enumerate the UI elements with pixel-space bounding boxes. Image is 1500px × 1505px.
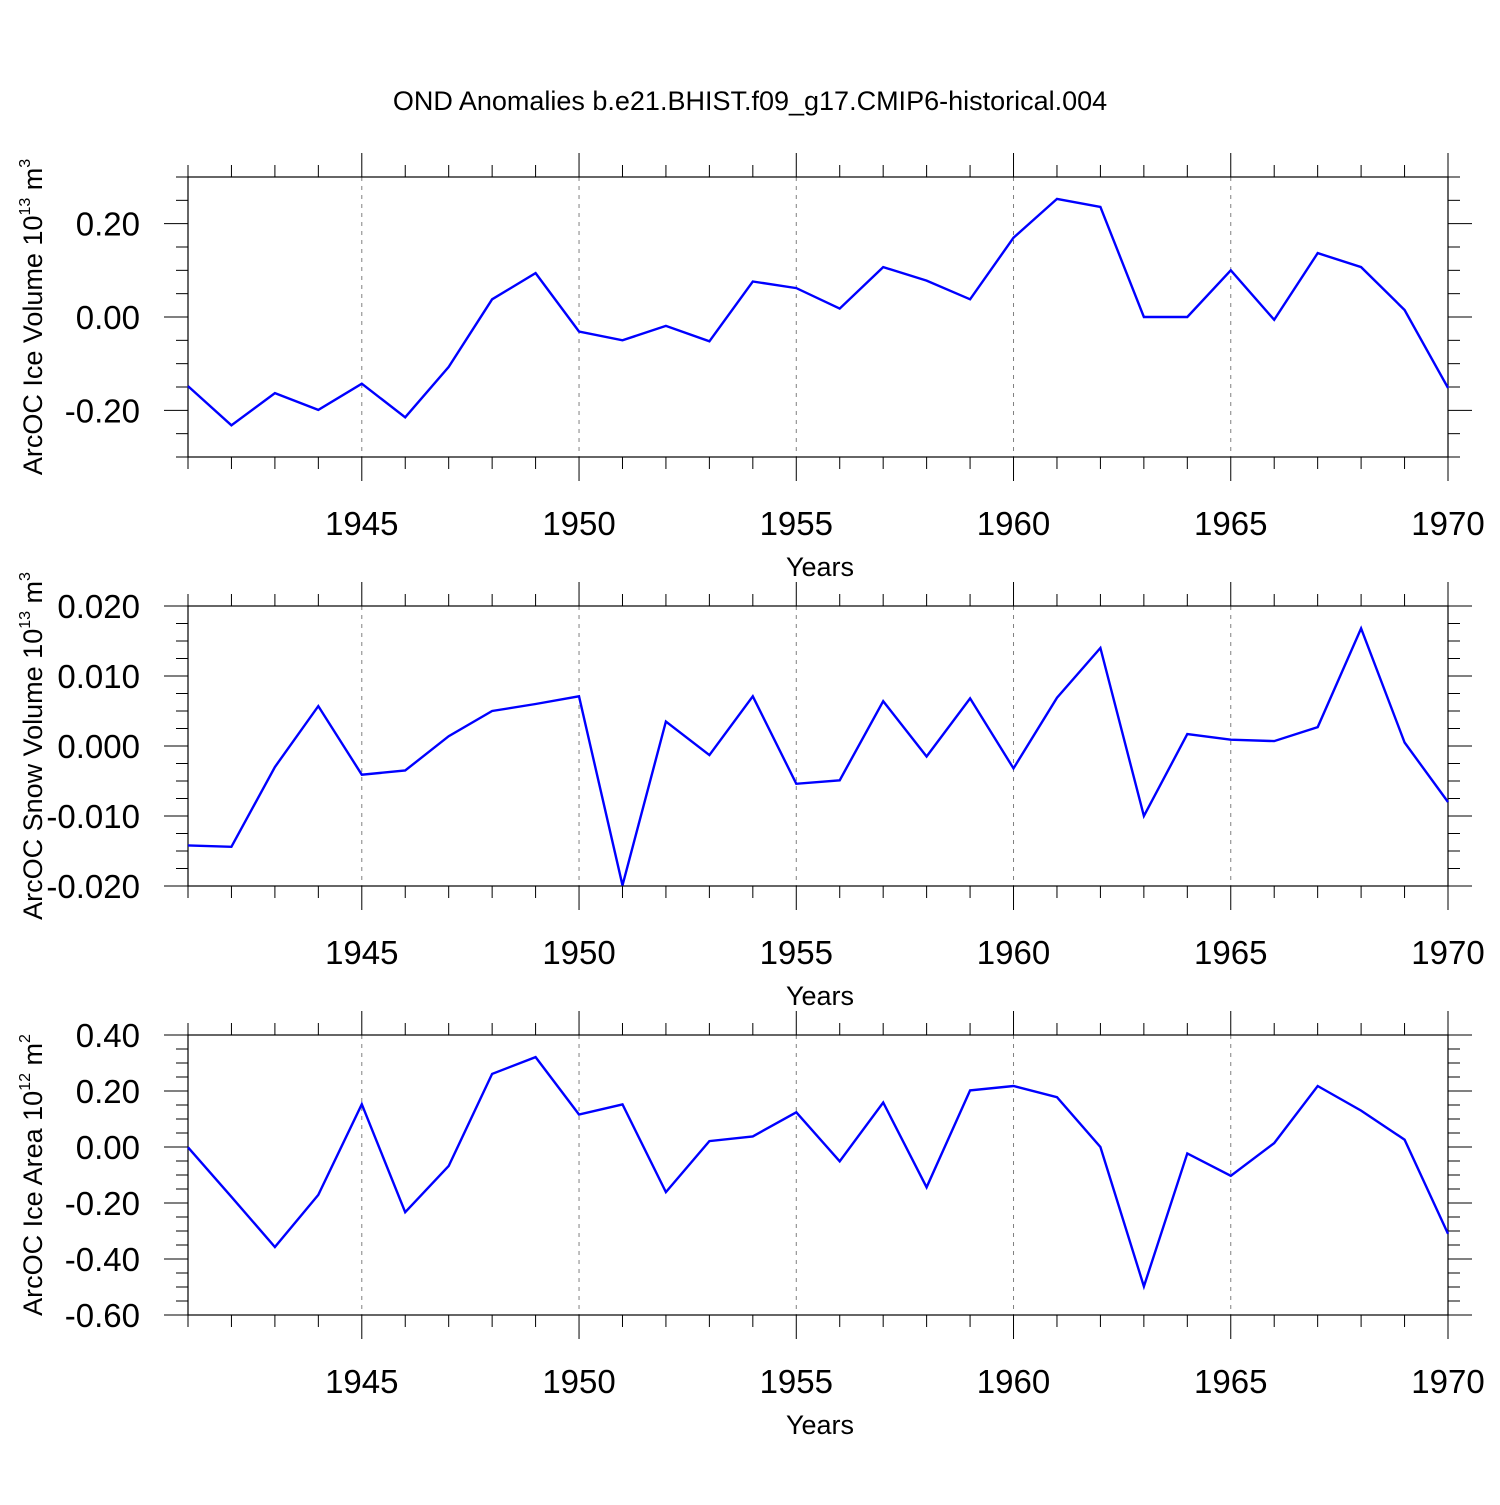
y-axis-label: ArcOC Ice Volume 1013 m3 xyxy=(17,159,48,475)
y-axis-label-exponent: 13 xyxy=(17,198,34,216)
y-axis-label-unit: m xyxy=(18,581,48,611)
y-tick-label: 0.000 xyxy=(57,728,140,765)
x-tick-label: 1945 xyxy=(325,934,398,971)
series-line xyxy=(188,199,1448,425)
series-line xyxy=(188,1057,1448,1286)
x-tick-label: 1955 xyxy=(760,1363,833,1400)
x-tick-label: 1950 xyxy=(542,934,615,971)
x-tick-label: 1960 xyxy=(977,934,1050,971)
x-tick-label: 1960 xyxy=(977,1363,1050,1400)
y-axis-label-text: ArcOC Ice Volume 10 xyxy=(18,216,48,476)
x-tick-label: 1955 xyxy=(760,505,833,542)
y-tick-label: 0.20 xyxy=(76,1073,140,1110)
x-tick-label: 1970 xyxy=(1411,1363,1484,1400)
x-tick-label: 1945 xyxy=(325,505,398,542)
y-tick-label: 0.00 xyxy=(76,299,140,336)
y-axis-label-text: ArcOC Snow Volume 10 xyxy=(18,629,48,920)
plot-frame xyxy=(188,1035,1448,1315)
y-tick-label: -0.20 xyxy=(65,392,140,429)
y-axis-label: ArcOC Ice Area 1012 m2 xyxy=(17,1034,48,1316)
x-tick-label: 1960 xyxy=(977,505,1050,542)
y-tick-label: -0.40 xyxy=(65,1241,140,1278)
y-tick-label: 0.010 xyxy=(57,658,140,695)
y-axis-label-exponent: 13 xyxy=(17,611,34,629)
y-axis-label-unit-exponent: 2 xyxy=(17,1034,34,1043)
chart-panel-2: 1945 1950 1955 1960 1965 1970 -0.020 -0.010 0.00… xyxy=(17,572,1485,1011)
x-tick-label: 1950 xyxy=(542,1363,615,1400)
y-axis-label: ArcOC Snow Volume 1013 m3 xyxy=(17,572,48,920)
y-tick-label: -0.60 xyxy=(65,1297,140,1334)
y-tick-label: 0.20 xyxy=(76,206,140,243)
x-tick-label: 1965 xyxy=(1194,505,1267,542)
figure-title: OND Anomalies b.e21.BHIST.f09_g17.CMIP6-… xyxy=(393,86,1107,116)
y-axis-label-unit-exponent: 3 xyxy=(17,572,34,581)
x-axis-label: Years xyxy=(786,981,854,1011)
y-axis-label-unit: m xyxy=(18,168,48,198)
y-axis-label-unit-exponent: 3 xyxy=(17,159,34,168)
plot-frame xyxy=(188,177,1448,457)
series-line xyxy=(188,628,1448,885)
chart-panel-1: 1945 1950 1955 1960 1965 1970 -0.20 0.00 0.20 Yea… xyxy=(17,153,1485,582)
x-tick-label: 1955 xyxy=(760,934,833,971)
y-axis-label-unit: m xyxy=(18,1043,48,1073)
x-tick-label: 1945 xyxy=(325,1363,398,1400)
y-tick-label: 0.020 xyxy=(57,588,140,625)
x-axis-label: Years xyxy=(786,1410,854,1440)
plot-frame xyxy=(188,606,1448,886)
x-axis-label: Years xyxy=(786,552,854,582)
x-tick-label: 1965 xyxy=(1194,934,1267,971)
y-tick-label: -0.020 xyxy=(46,868,140,905)
x-tick-label: 1970 xyxy=(1411,505,1484,542)
chart-panel-3: 1945 1950 1955 1960 1965 1970 -0.60 -0.40 -0.20 0… xyxy=(17,1011,1485,1440)
x-tick-label: 1970 xyxy=(1411,934,1484,971)
x-tick-label: 1965 xyxy=(1194,1363,1267,1400)
y-tick-label: 0.40 xyxy=(76,1017,140,1054)
x-tick-label: 1950 xyxy=(542,505,615,542)
y-tick-label: -0.20 xyxy=(65,1185,140,1222)
y-axis-label-text: ArcOC Ice Area 10 xyxy=(18,1091,48,1316)
y-tick-label: 0.00 xyxy=(76,1129,140,1166)
y-tick-label: -0.010 xyxy=(46,798,140,835)
y-axis-label-exponent: 12 xyxy=(17,1073,34,1091)
